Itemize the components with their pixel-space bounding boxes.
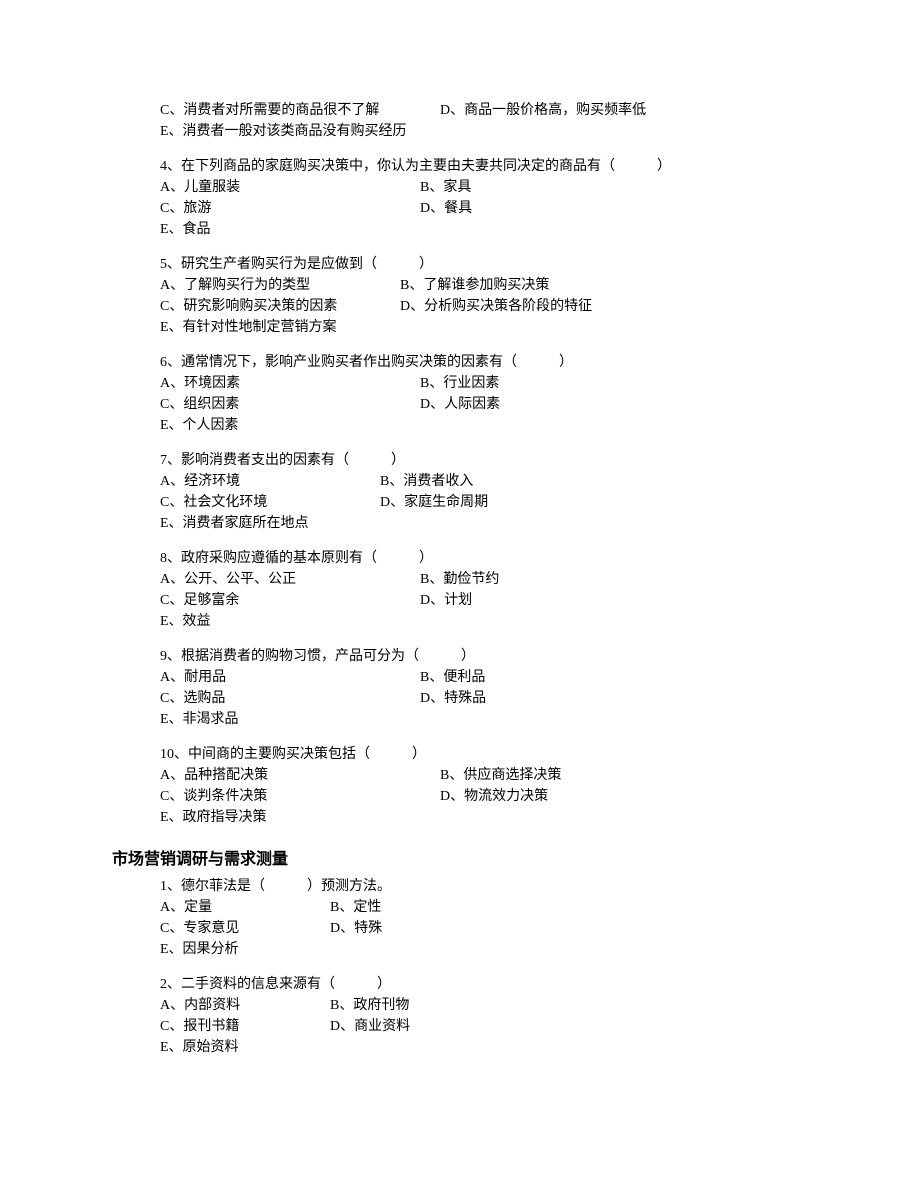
q3-continuation: C、消费者对所需要的商品很不了解 D、商品一般价格高，购买频率低 E、消费者一般… [160,100,760,142]
q10-option-a: A、品种搭配决策 [160,765,440,786]
section-title: 市场营销调研与需求测量 [112,848,760,872]
q3-option-d: D、商品一般价格高，购买频率低 [440,100,646,121]
s2q2-option-c: C、报刊书籍 [160,1016,330,1037]
q4: 4、在下列商品的家庭购买决策中，你认为主要由夫妻共同决定的商品有（ ） A、儿童… [160,156,760,240]
q9: 9、根据消费者的购物习惯，产品可分为（ ） A、耐用品 B、便利品 C、选购品 … [160,646,760,730]
q4-option-b: B、家具 [420,177,471,198]
q8-option-b: B、勤俭节约 [420,569,499,590]
s2q2-option-b: B、政府刊物 [330,995,409,1016]
q7-option-a: A、经济环境 [160,471,380,492]
q10-option-e: E、政府指导决策 [160,807,760,828]
q9-option-d: D、特殊品 [420,688,486,709]
s2q1-option-e: E、因果分析 [160,939,760,960]
q4-option-d: D、餐具 [420,198,472,219]
q4-option-e: E、食品 [160,219,760,240]
q6-option-a: A、环境因素 [160,373,420,394]
q10-option-d: D、物流效力决策 [440,786,548,807]
q3-option-c: C、消费者对所需要的商品很不了解 [160,100,440,121]
s2q2-option-a: A、内部资料 [160,995,330,1016]
s2q1-option-b: B、定性 [330,897,381,918]
s2q1: 1、德尔菲法是（ ）预测方法。 A、定量 B、定性 C、专家意见 D、特殊 E、… [160,876,760,960]
q5-option-e: E、有针对性地制定营销方案 [160,317,760,338]
q7-stem: 7、影响消费者支出的因素有（ ） [160,450,760,471]
q5-option-a: A、了解购买行为的类型 [160,275,400,296]
s2q1-option-c: C、专家意见 [160,918,330,939]
q9-stem: 9、根据消费者的购物习惯，产品可分为（ ） [160,646,760,667]
q8: 8、政府采购应遵循的基本原则有（ ） A、公开、公平、公正 B、勤俭节约 C、足… [160,548,760,632]
q5-option-c: C、研究影响购买决策的因素 [160,296,400,317]
q8-option-e: E、效益 [160,611,760,632]
q6-option-b: B、行业因素 [420,373,499,394]
q7-option-d: D、家庭生命周期 [380,492,488,513]
q5-option-b: B、了解谁参加购买决策 [400,275,549,296]
q7-option-c: C、社会文化环境 [160,492,380,513]
q9-option-e: E、非渴求品 [160,709,760,730]
q6-option-c: C、组织因素 [160,394,420,415]
q7: 7、影响消费者支出的因素有（ ） A、经济环境 B、消费者收入 C、社会文化环境… [160,450,760,534]
q8-option-d: D、计划 [420,590,472,611]
q9-option-b: B、便利品 [420,667,485,688]
q6-option-e: E、个人因素 [160,415,760,436]
q7-option-b: B、消费者收入 [380,471,473,492]
q5-stem: 5、研究生产者购买行为是应做到（ ） [160,254,760,275]
q9-option-c: C、选购品 [160,688,420,709]
q10-option-b: B、供应商选择决策 [440,765,561,786]
q4-stem: 4、在下列商品的家庭购买决策中，你认为主要由夫妻共同决定的商品有（ ） [160,156,760,177]
q6-option-d: D、人际因素 [420,394,500,415]
q10-option-c: C、谈判条件决策 [160,786,440,807]
q8-option-a: A、公开、公平、公正 [160,569,420,590]
s2q2-option-d: D、商业资料 [330,1016,410,1037]
q8-option-c: C、足够富余 [160,590,420,611]
q4-option-c: C、旅游 [160,198,420,219]
s2q2: 2、二手资料的信息来源有（ ） A、内部资料 B、政府刊物 C、报刊书籍 D、商… [160,974,760,1058]
q10: 10、中间商的主要购买决策包括（ ） A、品种搭配决策 B、供应商选择决策 C、… [160,744,760,828]
q5: 5、研究生产者购买行为是应做到（ ） A、了解购买行为的类型 B、了解谁参加购买… [160,254,760,338]
q3-option-e: E、消费者一般对该类商品没有购买经历 [160,121,760,142]
q5-option-d: D、分析购买决策各阶段的特征 [400,296,592,317]
q7-option-e: E、消费者家庭所在地点 [160,513,760,534]
s2q1-option-d: D、特殊 [330,918,382,939]
q9-option-a: A、耐用品 [160,667,420,688]
q10-stem: 10、中间商的主要购买决策包括（ ） [160,744,760,765]
s2q1-option-a: A、定量 [160,897,330,918]
q8-stem: 8、政府采购应遵循的基本原则有（ ） [160,548,760,569]
q6-stem: 6、通常情况下，影响产业购买者作出购买决策的因素有（ ） [160,352,760,373]
s2q2-option-e: E、原始资料 [160,1037,760,1058]
s2q1-stem: 1、德尔菲法是（ ）预测方法。 [160,876,760,897]
q6: 6、通常情况下，影响产业购买者作出购买决策的因素有（ ） A、环境因素 B、行业… [160,352,760,436]
s2q2-stem: 2、二手资料的信息来源有（ ） [160,974,760,995]
q4-option-a: A、儿童服装 [160,177,420,198]
